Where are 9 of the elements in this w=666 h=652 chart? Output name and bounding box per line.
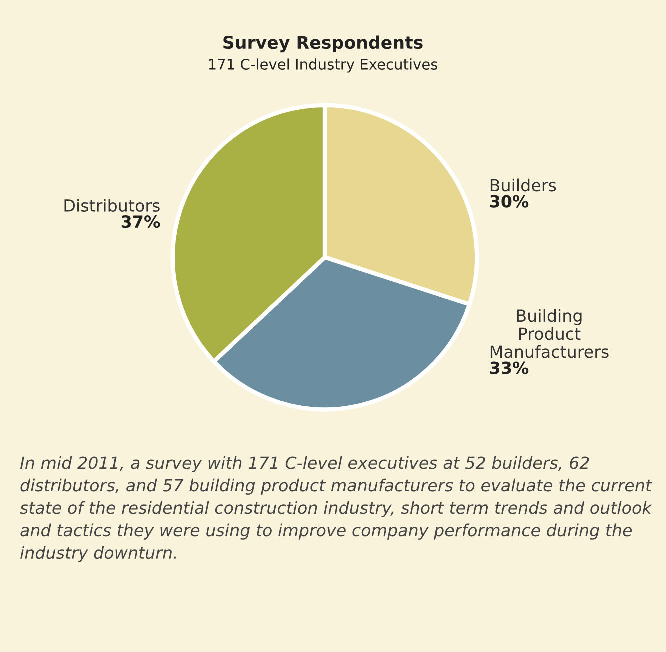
chart-title: Survey Respondents [224, 36, 423, 53]
slice-label: Distributors [64, 199, 160, 212]
data-label: 37% [122, 216, 160, 228]
slice-label: Building Product Manufacturers [490, 309, 609, 358]
data-label: 30% [490, 195, 529, 208]
data-label: 33% [490, 362, 529, 374]
slice-label: Builders [490, 178, 556, 192]
text: In mid 2011, a survey with 171 C-level executives at 52 builders, 62 distributors, and 57 building product manufacturers to evaluate the current state of the residential construction industry, short term trends and outlook and tactics they were using to improve company performance during the industry downturn. [20, 456, 653, 562]
chart-subtitle: 171 C-level Industry Executives [209, 58, 438, 73]
